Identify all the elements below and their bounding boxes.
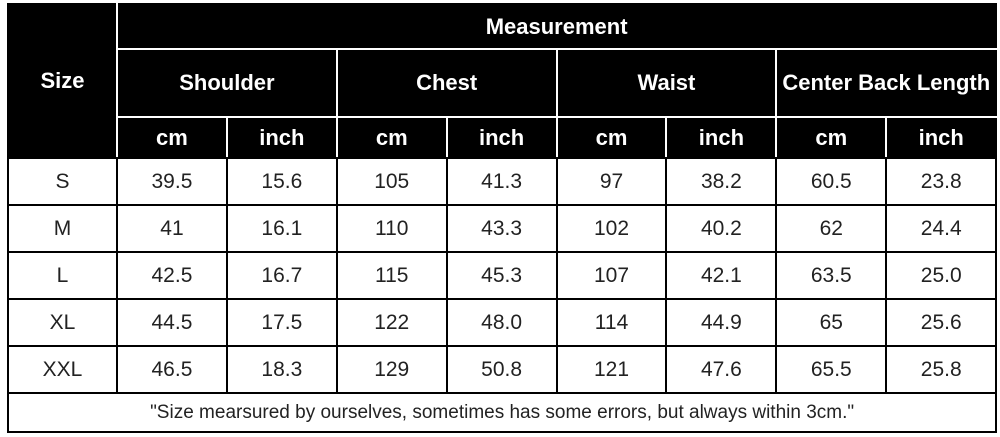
value-cell: 41.3 (445, 157, 558, 206)
table-row: L 42.5 16.7 115 45.3 107 42.1 63.5 25.0 (7, 251, 998, 300)
value-cell: 47.6 (665, 345, 778, 394)
value-cell: 102 (555, 204, 668, 253)
unit-header-cm: cm (335, 116, 448, 159)
value-cell: 15.6 (225, 157, 338, 206)
value-cell: 50.8 (445, 345, 558, 394)
size-cell: S (7, 157, 118, 206)
value-cell: 16.1 (225, 204, 338, 253)
value-cell: 42.1 (665, 251, 778, 300)
value-cell: 107 (555, 251, 668, 300)
size-cell: XXL (7, 345, 118, 394)
value-cell: 25.0 (885, 251, 998, 300)
value-cell: 114 (555, 298, 668, 347)
unit-header-inch: inch (445, 116, 558, 159)
value-cell: 63.5 (775, 251, 888, 300)
value-cell: 24.4 (885, 204, 998, 253)
unit-header-cm: cm (116, 116, 228, 159)
value-cell: 18.3 (225, 345, 338, 394)
value-cell: 40.2 (665, 204, 778, 253)
table-row: S 39.5 15.6 105 41.3 97 38.2 60.5 23.8 (7, 157, 998, 206)
value-cell: 122 (335, 298, 448, 347)
value-cell: 41 (116, 204, 228, 253)
size-chart-table: Size Measurement Shoulder Chest Waist Ce… (6, 3, 998, 433)
table-row: M 41 16.1 110 43.3 102 40.2 62 24.4 (7, 204, 998, 253)
waist-header: Waist (555, 48, 778, 118)
value-cell: 44.5 (116, 298, 228, 347)
value-cell: 17.5 (225, 298, 338, 347)
value-cell: 65.5 (775, 345, 888, 394)
value-cell: 48.0 (445, 298, 558, 347)
chest-header: Chest (335, 48, 558, 118)
unit-header-cm: cm (775, 116, 888, 159)
unit-header-inch: inch (225, 116, 338, 159)
measurement-header: Measurement (115, 3, 998, 50)
value-cell: 46.5 (116, 345, 228, 394)
unit-header-inch: inch (885, 116, 998, 159)
value-cell: 16.7 (225, 251, 338, 300)
value-cell: 45.3 (445, 251, 558, 300)
size-cell: M (7, 204, 118, 253)
value-cell: 65 (775, 298, 888, 347)
value-cell: 105 (335, 157, 448, 206)
size-cell: L (7, 251, 118, 300)
value-cell: 44.9 (665, 298, 778, 347)
value-cell: 39.5 (116, 157, 228, 206)
value-cell: 121 (555, 345, 668, 394)
value-cell: 38.2 (665, 157, 778, 206)
value-cell: 115 (335, 251, 448, 300)
value-cell: 97 (555, 157, 668, 206)
value-cell: 110 (335, 204, 448, 253)
center-back-length-header: Center Back Length (775, 48, 998, 118)
value-cell: 23.8 (885, 157, 998, 206)
unit-header-cm: cm (555, 116, 668, 159)
unit-header-inch: inch (665, 116, 778, 159)
value-cell: 43.3 (445, 204, 558, 253)
shoulder-header: Shoulder (116, 48, 338, 118)
table-row: XL 44.5 17.5 122 48.0 114 44.9 65 25.6 (7, 298, 998, 347)
value-cell: 42.5 (116, 251, 228, 300)
table-row: XXL 46.5 18.3 129 50.8 121 47.6 65.5 25.8 (7, 345, 998, 394)
value-cell: 25.8 (885, 345, 998, 394)
size-header: Size (7, 3, 118, 159)
value-cell: 60.5 (775, 157, 888, 206)
measurement-note: "Size mearsured by ourselves, sometimes … (6, 392, 998, 433)
value-cell: 62 (775, 204, 888, 253)
size-cell: XL (7, 298, 118, 347)
value-cell: 129 (335, 345, 448, 394)
value-cell: 25.6 (885, 298, 998, 347)
